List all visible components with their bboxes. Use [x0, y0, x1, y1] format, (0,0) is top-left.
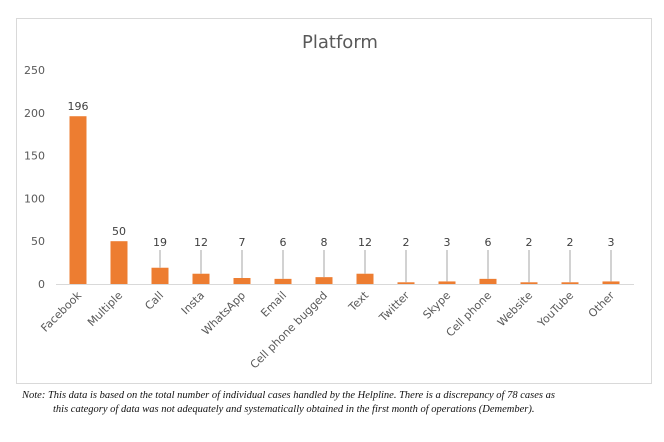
data-label: 3: [608, 236, 615, 249]
x-tick-label: Call: [142, 289, 166, 313]
y-tick-label: 250: [24, 64, 45, 77]
data-label: 12: [194, 236, 208, 249]
x-tick-label: WhatsApp: [199, 289, 248, 338]
bar: [356, 273, 374, 284]
bar: [397, 282, 415, 284]
x-tick-label: Facebook: [38, 288, 84, 334]
bar: [233, 278, 251, 284]
chart-note: Note: This data is based on the total nu…: [22, 389, 652, 417]
data-label: 12: [358, 236, 372, 249]
bar: [520, 282, 538, 284]
data-label: 2: [403, 236, 410, 249]
x-tick-label: Multiple: [85, 289, 125, 329]
data-label: 50: [112, 225, 126, 238]
data-label: 3: [444, 236, 451, 249]
bar: [561, 282, 579, 284]
y-tick-label: 100: [24, 192, 45, 205]
chart-title: Platform: [302, 32, 378, 53]
x-tick-label: Cell phone bugged: [248, 289, 330, 371]
data-label: 6: [485, 236, 492, 249]
bar: [110, 241, 128, 284]
x-tick-label: Twitter: [376, 289, 412, 325]
bar: [151, 267, 169, 284]
x-tick-label: Website: [495, 289, 535, 329]
note-line-1: Note: This data is based on the total nu…: [22, 390, 555, 401]
x-tick-label: YouTube: [535, 289, 577, 331]
data-label: 7: [239, 236, 246, 249]
data-label: 2: [526, 236, 533, 249]
y-tick-label: 150: [24, 150, 45, 163]
note-line-2: this category of data was not adequately…: [53, 404, 535, 415]
x-tick-label: Email: [258, 289, 289, 320]
bar: [479, 278, 497, 284]
x-tick-label: Text: [345, 288, 371, 314]
bar-chart: Platform050100150200250196Facebook50Mult…: [24, 32, 634, 371]
bar: [315, 277, 333, 284]
x-tick-label: Skype: [420, 289, 453, 322]
data-label: 8: [321, 236, 328, 249]
data-label: 196: [68, 100, 89, 113]
data-label: 6: [280, 236, 287, 249]
chart-frame: [16, 18, 652, 384]
data-label: 2: [567, 236, 574, 249]
y-tick-label: 50: [31, 235, 45, 248]
y-tick-label: 0: [38, 278, 45, 291]
bar: [602, 281, 620, 284]
data-label: 19: [153, 236, 167, 249]
x-tick-label: Insta: [179, 289, 207, 317]
bar: [69, 116, 87, 284]
bar: [438, 281, 456, 284]
y-tick-label: 200: [24, 107, 45, 120]
bar: [274, 278, 292, 284]
x-tick-label: Other: [586, 289, 618, 321]
bar: [192, 273, 210, 284]
